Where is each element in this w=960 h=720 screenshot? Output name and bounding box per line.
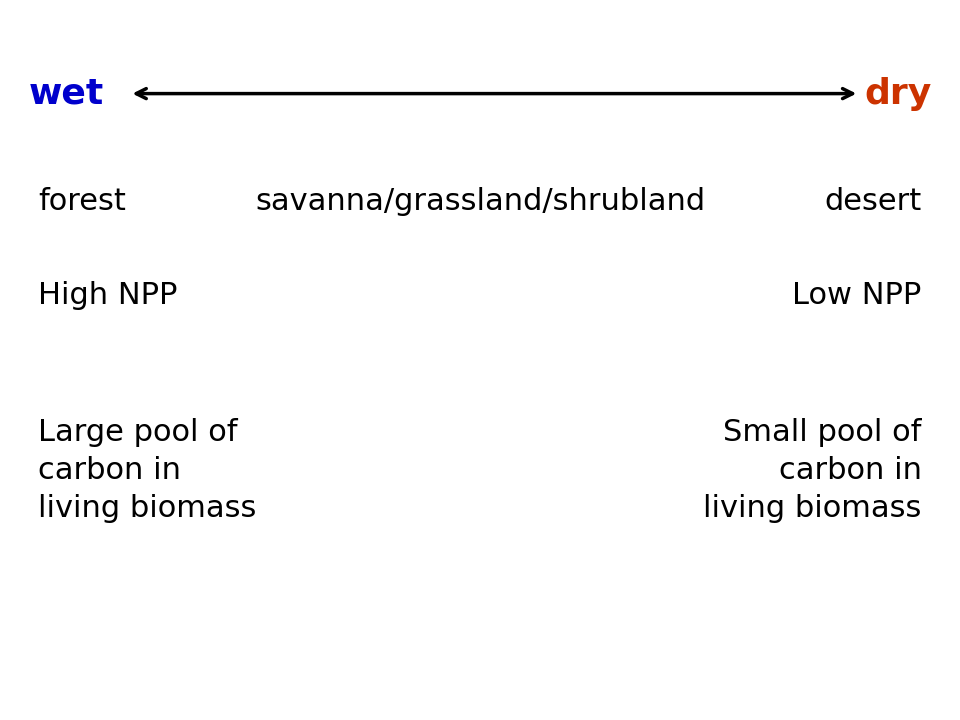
Text: dry: dry	[864, 76, 931, 111]
Text: Low NPP: Low NPP	[792, 281, 922, 310]
Text: wet: wet	[29, 76, 104, 111]
Text: forest: forest	[38, 187, 127, 216]
Text: desert: desert	[825, 187, 922, 216]
Text: Large pool of
carbon in
living biomass: Large pool of carbon in living biomass	[38, 418, 256, 523]
Text: High NPP: High NPP	[38, 281, 178, 310]
Text: Small pool of
carbon in
living biomass: Small pool of carbon in living biomass	[704, 418, 922, 523]
Text: savanna/grassland/shrubland: savanna/grassland/shrubland	[255, 187, 705, 216]
